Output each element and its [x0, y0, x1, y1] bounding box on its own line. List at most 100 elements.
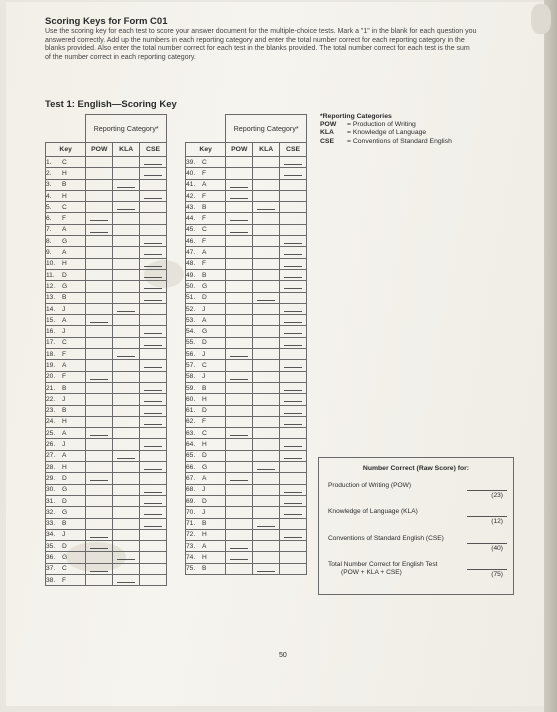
cse-answer-blank[interactable]: [144, 265, 162, 267]
kla-answer-blank[interactable]: [257, 525, 276, 527]
kla-answer-blank[interactable]: [117, 457, 136, 459]
cse-answer-blank[interactable]: [144, 254, 162, 256]
cse-answer-blank[interactable]: [144, 446, 162, 448]
cse-answer-blank[interactable]: [284, 401, 302, 403]
kla-cell: [112, 483, 141, 496]
cse-answer-blank[interactable]: [284, 502, 302, 504]
kla-answer-blank[interactable]: [117, 209, 136, 211]
cse-answer-blank[interactable]: [144, 164, 162, 165]
cse-answer-blank[interactable]: [144, 412, 162, 414]
cse-answer-blank[interactable]: [284, 412, 302, 414]
pow-answer-blank[interactable]: [90, 378, 109, 380]
cse-answer-blank[interactable]: [144, 333, 162, 335]
cse-answer-blank[interactable]: [144, 423, 162, 425]
kla-answer-blank[interactable]: [117, 186, 136, 188]
cse-answer-blank[interactable]: [144, 389, 162, 391]
cse-answer-blank[interactable]: [144, 175, 162, 177]
cse-answer-blank[interactable]: [144, 288, 162, 290]
cse-answer-blank[interactable]: [284, 446, 302, 448]
question-number: 54.: [186, 328, 196, 336]
cse-answer-blank[interactable]: [144, 197, 162, 199]
pow-answer-blank[interactable]: [230, 197, 249, 199]
answer-key-cell: 74. H: [184, 551, 227, 564]
cse-answer-blank[interactable]: [144, 491, 162, 493]
kla-answer-blank[interactable]: [257, 299, 276, 301]
total-score-blank[interactable]: [467, 561, 507, 570]
reporting-categories-legend: *Reporting Categories POW = Production of…: [320, 113, 452, 146]
cse-answer-blank[interactable]: [284, 457, 302, 459]
pow-answer-blank[interactable]: [90, 570, 109, 572]
pow-cell: [225, 562, 254, 575]
kla-cell: [252, 235, 281, 248]
answer-key: A: [62, 452, 67, 460]
pow-score-blank[interactable]: [467, 482, 507, 491]
kla-answer-blank[interactable]: [117, 581, 136, 583]
pow-answer-blank[interactable]: [90, 231, 109, 233]
cse-answer-blank[interactable]: [284, 175, 302, 177]
pow-answer-blank[interactable]: [90, 220, 109, 222]
cse-answer-blank[interactable]: [144, 243, 162, 245]
kla-answer-blank[interactable]: [117, 356, 136, 358]
cse-answer-blank[interactable]: [144, 502, 162, 504]
kla-answer-blank[interactable]: [257, 209, 276, 211]
cse-answer-blank[interactable]: [284, 310, 302, 312]
cse-answer-blank[interactable]: [144, 299, 162, 301]
pow-cell: [85, 506, 114, 519]
cse-answer-blank[interactable]: [144, 469, 162, 471]
table-row: 61. D: [184, 404, 307, 417]
cse-score-blank[interactable]: [467, 535, 507, 544]
cse-answer-blank[interactable]: [284, 536, 302, 538]
cse-answer-blank[interactable]: [144, 401, 162, 403]
pow-answer-blank[interactable]: [90, 536, 109, 538]
answer-key: A: [62, 316, 67, 324]
question-number: 19.: [46, 361, 56, 369]
kla-answer-blank[interactable]: [117, 310, 136, 312]
pow-answer-blank[interactable]: [230, 435, 249, 437]
pow-answer-blank[interactable]: [230, 231, 249, 233]
cse-cell: [139, 189, 167, 203]
cse-answer-blank[interactable]: [284, 276, 302, 278]
kla-cell: [252, 494, 281, 508]
cse-answer-blank[interactable]: [284, 164, 302, 165]
pow-answer-blank[interactable]: [230, 378, 249, 380]
pow-answer-blank[interactable]: [90, 480, 109, 482]
kla-answer-blank[interactable]: [257, 469, 276, 471]
pow-cell: [225, 325, 254, 338]
pow-answer-blank[interactable]: [230, 548, 249, 550]
kla-answer-blank[interactable]: [257, 570, 276, 572]
kla-score-blank[interactable]: [467, 508, 507, 517]
pow-answer-blank[interactable]: [230, 559, 249, 561]
cse-answer-blank[interactable]: [284, 367, 302, 369]
pow-answer-blank[interactable]: [230, 356, 249, 358]
cse-answer-blank[interactable]: [284, 322, 302, 324]
pow-answer-blank[interactable]: [230, 480, 249, 482]
cse-answer-blank[interactable]: [284, 514, 302, 516]
cse-answer-blank[interactable]: [144, 525, 162, 527]
cse-answer-blank[interactable]: [144, 514, 162, 516]
kla-cell: [112, 404, 141, 417]
pow-answer-blank[interactable]: [90, 435, 109, 437]
cse-answer-blank[interactable]: [284, 491, 302, 493]
cse-answer-blank[interactable]: [284, 423, 302, 425]
pow-answer-blank[interactable]: [230, 186, 249, 188]
question-number: 56.: [186, 350, 196, 358]
cse-answer-blank[interactable]: [284, 344, 302, 346]
pow-answer-blank[interactable]: [230, 220, 249, 222]
cse-answer-blank[interactable]: [284, 265, 302, 267]
kla-cell: [252, 201, 281, 214]
answer-key: D: [202, 452, 207, 460]
cse-answer-blank[interactable]: [144, 276, 162, 278]
cse-answer-blank[interactable]: [144, 367, 162, 369]
kla-cell: [252, 551, 281, 564]
cse-answer-blank[interactable]: [284, 243, 302, 245]
pow-cell: [225, 212, 254, 225]
cse-answer-blank[interactable]: [144, 344, 162, 346]
cse-answer-blank[interactable]: [284, 389, 302, 391]
cse-answer-blank[interactable]: [284, 288, 302, 290]
kla-answer-blank[interactable]: [117, 559, 136, 561]
cse-answer-blank[interactable]: [284, 333, 302, 335]
pow-answer-blank[interactable]: [90, 548, 109, 550]
cse-answer-blank[interactable]: [284, 254, 302, 256]
pow-answer-blank[interactable]: [90, 322, 109, 324]
cse-cell: [139, 167, 167, 180]
